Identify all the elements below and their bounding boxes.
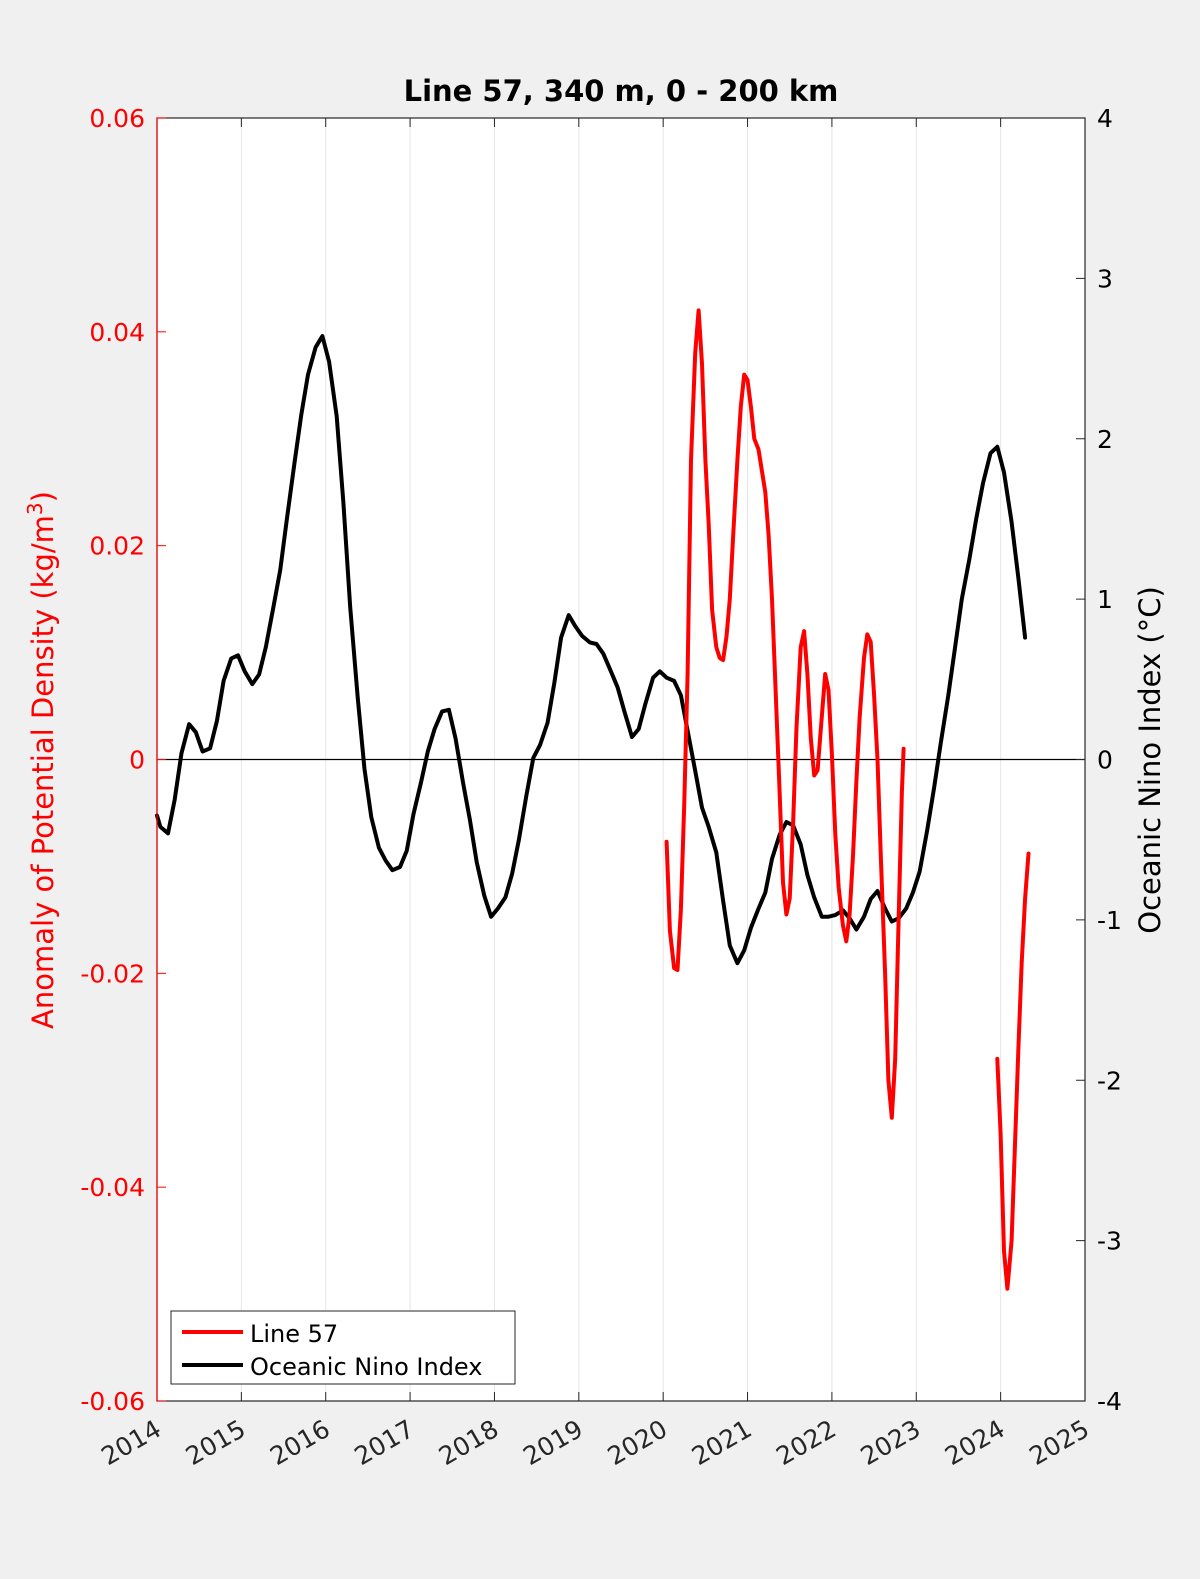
y-left-tick-label: 0 — [129, 746, 145, 775]
series-oni — [155, 334, 1028, 966]
y-right-tick-label: -1 — [1097, 906, 1122, 935]
y-right-tick-label: 0 — [1097, 746, 1113, 775]
y-right-tick-label: -4 — [1097, 1387, 1122, 1416]
y-left-tick-label: -0.06 — [80, 1387, 145, 1416]
left-axis-label-main: Anomaly of Potential Density (kg/m — [26, 515, 60, 1029]
legend-label-oni: Oceanic Nino Index — [250, 1353, 482, 1381]
y-right-tick-label: 2 — [1097, 425, 1113, 454]
y-right-tick-label: 3 — [1097, 264, 1113, 293]
left-axis-label-close: ) — [26, 491, 60, 502]
left-axis-label: Anomaly of Potential Density (kg/m3) — [23, 491, 60, 1029]
legend-label-line57: Line 57 — [250, 1320, 338, 1348]
right-axis-label: Oceanic Nino Index (°C) — [1133, 586, 1167, 934]
left-y-axis: 0.06 0.04 0.02 0 -0.02 -0.04 -0.06 — [80, 104, 166, 1416]
series-line57 — [995, 851, 1031, 1291]
right-y-axis: 4 3 2 1 0 -1 -2 -3 -4 — [1076, 104, 1122, 1416]
y-right-tick-label: 1 — [1097, 585, 1113, 614]
legend: Line 57 Oceanic Nino Index — [170, 1310, 516, 1385]
y-right-tick-label: -3 — [1097, 1227, 1122, 1256]
y-right-tick-label: 4 — [1097, 104, 1113, 133]
y-left-tick-label: 0.04 — [89, 318, 145, 347]
y-right-tick-label: -2 — [1097, 1066, 1122, 1095]
series-group — [155, 308, 1031, 1291]
y-left-tick-label: -0.02 — [80, 959, 145, 988]
legend-box — [170, 1310, 516, 1385]
y-left-tick-label: 0.02 — [89, 532, 145, 561]
series-line57 — [664, 308, 906, 1120]
chart-title: Line 57, 340 m, 0 - 200 km — [404, 74, 839, 108]
left-axis-label-superscript: 3 — [23, 502, 47, 515]
y-left-tick-label: 0.06 — [89, 104, 145, 133]
y-left-tick-label: -0.04 — [80, 1173, 145, 1202]
